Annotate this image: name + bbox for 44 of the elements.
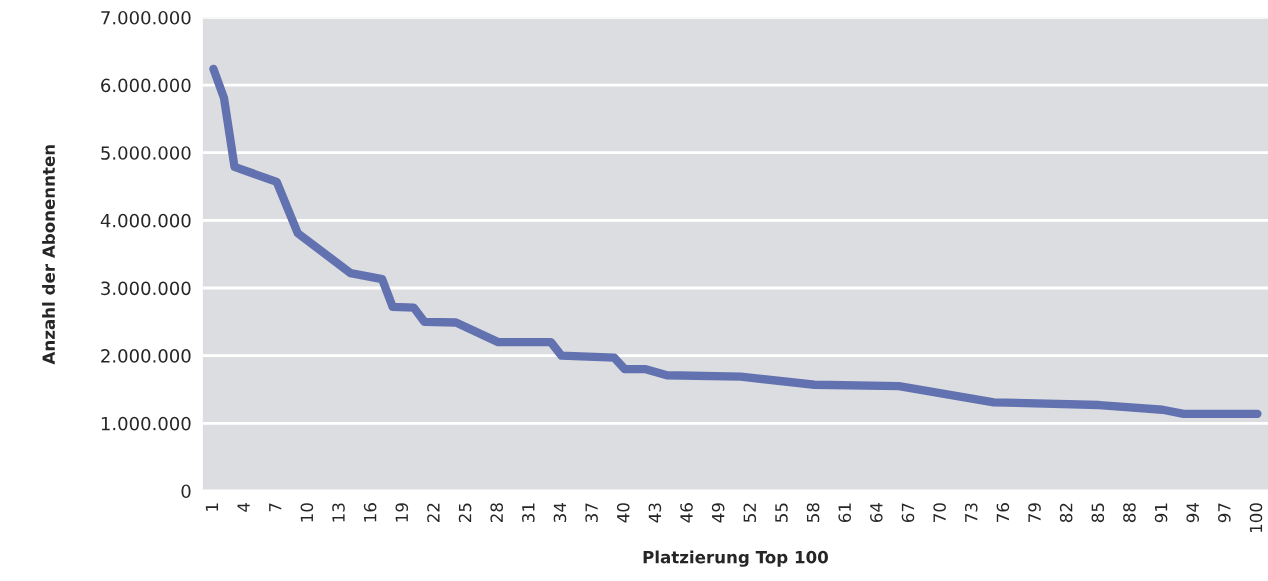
x-tick-label: 28 [490, 503, 503, 523]
x-tick-label: 46 [680, 503, 693, 523]
x-tick-label: 55 [775, 503, 788, 522]
x-tick-label: 37 [585, 503, 598, 522]
x-tick-label: 16 [363, 503, 377, 522]
x-tick-label: 22 [427, 503, 440, 523]
x-tick-label: 97 [1218, 503, 1231, 523]
y-tick-label: 6.000.000 [101, 78, 191, 93]
x-tick-label: 73 [964, 503, 978, 522]
x-tick-label: 49 [711, 503, 725, 523]
y-tick-label: 5.000.000 [101, 146, 191, 160]
x-tick-label: 76 [996, 503, 1010, 522]
x-tick-label: 58 [806, 503, 820, 522]
y-tick-label: 2.000.000 [101, 349, 191, 363]
x-tick-label: 40 [616, 503, 630, 523]
x-tick-label: 34 [553, 502, 567, 522]
x-tick-label: 43 [648, 503, 662, 523]
x-tick-label: 100 [1249, 503, 1263, 533]
x-tick-label: 94 [1186, 502, 1200, 523]
x-tick-label: 91 [1154, 503, 1168, 523]
x-tick-label: 70 [933, 503, 946, 522]
x-tick-label: 52 [743, 503, 757, 522]
x-tick-label: 1 [205, 503, 219, 511]
x-tick-label: 79 [1028, 503, 1041, 522]
x-tick-label: 19 [395, 503, 409, 522]
x-tick-label: 64 [870, 502, 883, 523]
x-tick-label: 82 [1059, 503, 1073, 523]
x-tick-label: 85 [1091, 503, 1105, 523]
y-tick-label: 1.000.000 [101, 416, 191, 431]
x-tick-label: 67 [901, 503, 915, 523]
x-tick-label: 4 [237, 502, 250, 512]
x-tick-label: 25 [458, 503, 472, 523]
x-tick-label: 31 [522, 503, 535, 522]
y-tick-label: 7.000.000 [101, 10, 191, 25]
x-tick-label: 61 [838, 503, 852, 523]
y-tick-label: 3.000.000 [101, 281, 191, 296]
y-tick-label: 4.000.000 [100, 213, 191, 228]
y-axis-title: Anzahl der Abonennten [42, 145, 55, 365]
x-tick-label: 7 [269, 503, 282, 512]
x-tick-label: 10 [300, 503, 314, 522]
x-tick-label: 13 [332, 503, 345, 522]
y-tick-label: 0 [181, 484, 191, 499]
x-axis-title: Platzierung Top 100 [643, 550, 828, 567]
x-tick-label: 88 [1123, 503, 1136, 523]
